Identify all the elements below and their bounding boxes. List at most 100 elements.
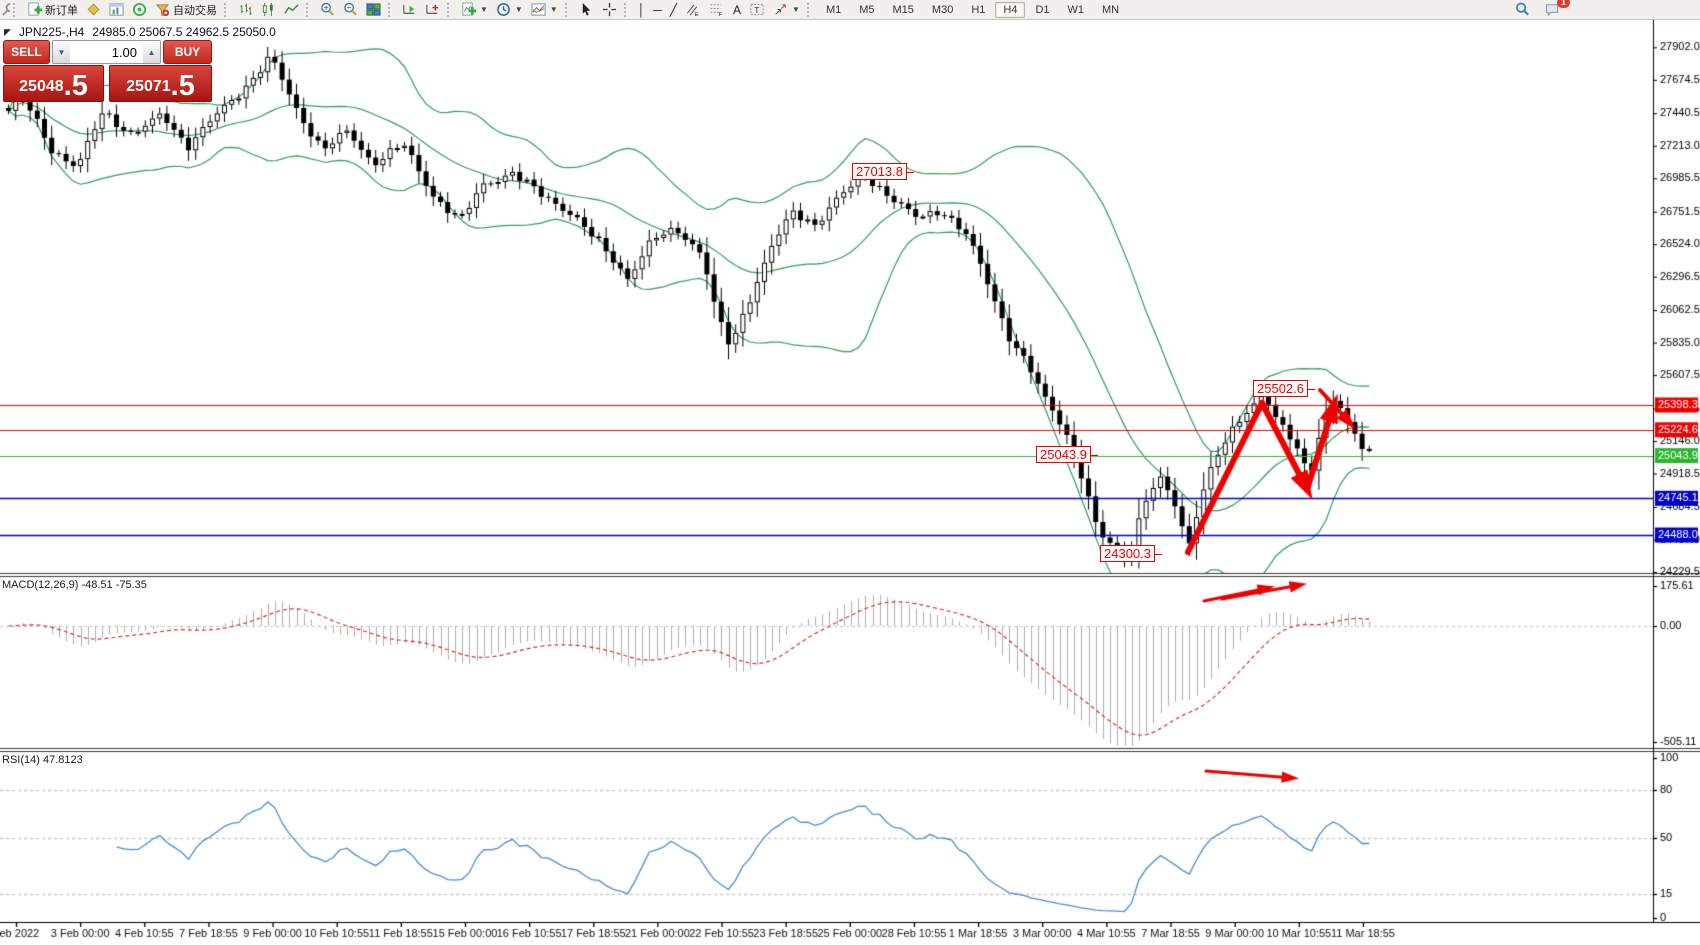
- templates-button[interactable]: ▼: [527, 0, 562, 19]
- timeframe-w1-button[interactable]: W1: [1067, 3, 1085, 16]
- dropdown-caret-icon: ▼: [514, 5, 523, 14]
- macd-indicator-label: MACD(12,26,9) -48.51 -75.35: [2, 579, 147, 591]
- toolbar-grip: [224, 2, 231, 17]
- sell-button[interactable]: SELL: [3, 40, 50, 64]
- new-order-label: 新订单: [45, 4, 78, 17]
- notification-badge: 1: [1556, 0, 1570, 8]
- zoom-in-icon: [321, 2, 334, 16]
- chart-forward-button[interactable]: [398, 0, 421, 19]
- chart-forward-icon: [403, 4, 415, 14]
- channel-button[interactable]: E: [681, 0, 705, 19]
- dropdown-caret-icon: ▼: [480, 5, 488, 14]
- eraser-button[interactable]: [82, 0, 105, 19]
- add-indicator-icon: [462, 2, 476, 16]
- main-toolbar: 新订单 自动交易: [0, 0, 1700, 20]
- buy-button[interactable]: BUY: [163, 40, 212, 64]
- timeframe-m5-button[interactable]: M5: [859, 3, 875, 16]
- search-button[interactable]: [1511, 0, 1534, 19]
- rsi-indicator-label: RSI(14) 47.8123: [2, 754, 83, 766]
- symbol-period-label: JPN225-,H4: [18, 25, 85, 39]
- vertical-line-icon: │: [637, 2, 646, 17]
- tile-windows-button[interactable]: [362, 0, 385, 19]
- chart-shift-icon: [426, 4, 439, 14]
- toolbar-grip: [306, 2, 313, 17]
- toolbar-grip: [388, 2, 395, 17]
- zoom-in-button[interactable]: [316, 0, 339, 19]
- timeframe-d1-button[interactable]: D1: [1035, 3, 1050, 16]
- timeframe-m15-button[interactable]: M15: [892, 3, 914, 16]
- trendline-button[interactable]: ╱: [666, 0, 681, 19]
- dropdown-caret-icon: ▼: [792, 5, 800, 14]
- buy-price-tile[interactable]: 25071. 5: [109, 65, 212, 102]
- price-callout-25502.6[interactable]: 25502.6: [1253, 380, 1315, 397]
- dropdown-caret-icon: ▼: [549, 5, 558, 14]
- period-button[interactable]: ▼: [492, 0, 527, 19]
- new-order-button[interactable]: 新订单: [23, 0, 82, 19]
- template-chart-icon: [531, 3, 546, 16]
- svg-text:E: E: [695, 12, 699, 17]
- svg-text:F: F: [719, 12, 723, 17]
- timeframe-h4-button[interactable]: H4: [995, 1, 1026, 18]
- timeframe-group: M1 M5 M15 M30 H1 H4 D1 W1 MN: [817, 1, 1128, 18]
- horizontal-line-button[interactable]: ─: [649, 0, 666, 19]
- volume-stepper: ▼ ▲: [52, 40, 161, 64]
- sell-price: 25048: [19, 78, 64, 95]
- community-chat-button[interactable]: 1: [1540, 0, 1570, 19]
- text-label-icon: T: [750, 3, 764, 16]
- tile-windows-icon: [366, 3, 381, 16]
- new-order-icon: [28, 2, 42, 16]
- text-label-button[interactable]: T: [745, 0, 769, 19]
- timeframe-m30-button[interactable]: M30: [931, 3, 954, 16]
- volume-increase-button[interactable]: ▲: [143, 41, 160, 63]
- timeframe-mn-button[interactable]: MN: [1102, 3, 1120, 16]
- sell-price-tile[interactable]: 25048. 5: [3, 65, 105, 102]
- crosshair-button[interactable]: [598, 0, 621, 19]
- buy-price: 25071: [126, 78, 171, 95]
- volume-decrease-button[interactable]: ▼: [53, 41, 70, 63]
- cursor-icon: [582, 2, 591, 16]
- auto-trading-icon: [155, 4, 170, 17]
- line-chart-button[interactable]: [280, 0, 303, 19]
- timeframe-h1-button[interactable]: H1: [971, 3, 986, 16]
- toolbar-grip: [13, 2, 20, 17]
- toolbar-grip: [447, 2, 454, 17]
- sell-price-dot: .: [63, 70, 72, 102]
- chart-shift-button[interactable]: [421, 0, 444, 19]
- panel-collapse-icon[interactable]: ◤: [4, 26, 11, 37]
- eraser-icon: [87, 3, 100, 16]
- timeframe-m1-button[interactable]: M1: [825, 3, 842, 16]
- price-callout-27013.8[interactable]: 27013.8: [852, 163, 914, 180]
- fibonacci-button[interactable]: F: [705, 0, 729, 19]
- candlestick-chart-button[interactable]: [257, 0, 280, 19]
- text-button[interactable]: A: [729, 0, 745, 19]
- arrow-objects-icon: [775, 4, 786, 15]
- price-callout-25043.9[interactable]: 25043.9: [1036, 446, 1098, 463]
- zoom-out-button[interactable]: [339, 0, 362, 19]
- auto-trading-button[interactable]: 自动交易: [151, 0, 221, 19]
- trendline-icon: ╱: [669, 2, 678, 17]
- arrows-button[interactable]: ▼: [769, 0, 804, 19]
- vertical-line-button[interactable]: │: [634, 0, 650, 19]
- zoom-out-icon: [344, 2, 357, 16]
- chart-window-icon: [109, 3, 124, 16]
- candlestick-chart-icon: [262, 2, 273, 17]
- signals-icon: [132, 2, 147, 17]
- signals-button[interactable]: [128, 0, 151, 19]
- bar-chart-button[interactable]: [234, 0, 257, 19]
- ohlc-values: 24985.0 25067.5 24962.5 25050.0: [92, 25, 276, 39]
- price-callout-24300.3[interactable]: 24300.3: [1100, 545, 1162, 562]
- toolbar-grip: [806, 2, 814, 17]
- toolbar-grip: [623, 2, 631, 17]
- buy-price-pip: 5: [178, 70, 195, 102]
- bar-chart-icon: [240, 3, 252, 16]
- cursor-button[interactable]: [575, 0, 598, 19]
- volume-input[interactable]: [70, 41, 143, 63]
- chart-window-button[interactable]: [105, 0, 128, 19]
- add-indicator-button[interactable]: ▼: [457, 0, 492, 19]
- toolbar-grip: [564, 2, 572, 17]
- clipped-icon: [0, 2, 10, 17]
- sell-price-pip: 5: [71, 70, 88, 102]
- one-click-trade-panel: SELL ▼ ▲ BUY 25048.5 25071.5: [3, 40, 212, 102]
